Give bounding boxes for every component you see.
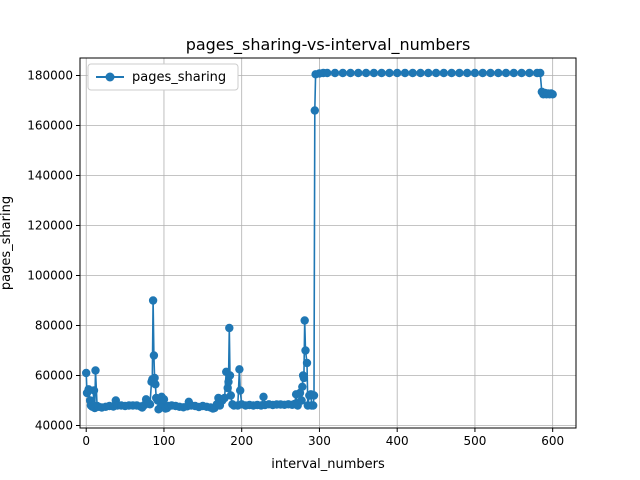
x-tick-label: 500 xyxy=(463,434,486,448)
data-point-pages-sharing xyxy=(377,68,386,78)
data-point-pages-sharing xyxy=(330,68,340,78)
x-tick-label: 300 xyxy=(308,434,331,448)
x-axis: 0 100 200 300 400 500 600 xyxy=(82,428,564,448)
y-tick-label: 100000 xyxy=(27,269,73,283)
data-point-pages-sharing xyxy=(148,296,158,305)
data-point-pages-sharing xyxy=(548,90,557,99)
data-point-pages-sharing xyxy=(300,316,309,325)
y-tick-label: 160000 xyxy=(27,119,73,133)
legend-label: pages_sharing xyxy=(132,70,226,85)
y-axis: 40000 60000 80000 100000 120000 140000 160000 1… xyxy=(27,69,80,433)
data-point-pages-sharing xyxy=(298,382,307,391)
data-point-pages-sharing xyxy=(478,68,487,78)
data-point-pages-sharing xyxy=(536,68,545,78)
data-point-pages-sharing xyxy=(235,365,244,374)
data-point-pages-sharing xyxy=(89,386,99,395)
data-point-pages-sharing xyxy=(226,391,235,400)
data-point-pages-sharing xyxy=(225,323,234,333)
data-point-pages-sharing xyxy=(393,68,402,78)
y-axis-label: pages_sharing xyxy=(0,196,14,290)
x-axis-label: interval_numbers xyxy=(271,457,385,472)
data-point-pages-sharing xyxy=(517,68,526,78)
data-point-pages-sharing xyxy=(361,68,371,78)
data-point-pages-sharing xyxy=(145,400,155,409)
chart-title: pages_sharing-vs-interval_numbers xyxy=(186,35,471,55)
series-layer xyxy=(82,68,557,414)
data-point-pages-sharing xyxy=(385,68,394,78)
data-point-pages-sharing xyxy=(525,68,534,78)
data-point-pages-sharing xyxy=(302,358,312,368)
data-point-pages-sharing xyxy=(501,68,511,78)
x-tick-label: 100 xyxy=(153,434,176,448)
data-point-pages-sharing xyxy=(151,380,160,389)
y-tick-label: 40000 xyxy=(35,419,73,433)
y-tick-label: 120000 xyxy=(27,219,73,233)
data-point-pages-sharing xyxy=(225,371,235,380)
data-point-pages-sharing xyxy=(150,373,159,383)
data-point-pages-sharing xyxy=(309,391,319,400)
legend: pages_sharing xyxy=(87,63,239,91)
data-point-pages-sharing xyxy=(309,401,318,410)
data-point-pages-sharing xyxy=(455,68,464,78)
y-tick-label: 60000 xyxy=(35,369,73,383)
data-point-pages-sharing xyxy=(346,68,355,78)
data-point-pages-sharing xyxy=(400,68,410,78)
data-point-pages-sharing xyxy=(494,68,503,78)
data-point-pages-sharing xyxy=(509,68,518,78)
data-point-pages-sharing xyxy=(470,68,480,78)
data-point-pages-sharing xyxy=(463,68,472,78)
y-tick-label: 80000 xyxy=(35,319,73,333)
data-point-pages-sharing xyxy=(431,68,441,78)
data-point-pages-sharing xyxy=(297,396,306,405)
plot-area-frame xyxy=(79,57,577,429)
x-tick-label: 400 xyxy=(386,434,409,448)
x-tick-label: 600 xyxy=(541,434,564,448)
data-point-pages-sharing xyxy=(310,106,319,115)
y-tick-label: 180000 xyxy=(27,69,73,83)
data-point-pages-sharing xyxy=(159,395,169,404)
data-point-pages-sharing xyxy=(408,68,417,78)
data-point-pages-sharing xyxy=(236,386,245,395)
data-point-pages-sharing xyxy=(299,373,309,383)
x-tick-label: 200 xyxy=(230,434,253,448)
y-tick-label: 140000 xyxy=(27,169,73,183)
data-point-pages-sharing xyxy=(224,377,233,386)
legend-marker-swatch xyxy=(105,72,115,82)
x-tick-label: 0 xyxy=(82,434,90,448)
legend-box xyxy=(87,63,239,91)
data-point-pages-sharing xyxy=(354,68,363,78)
data-point-pages-sharing xyxy=(323,68,332,78)
data-point-pages-sharing xyxy=(149,351,159,360)
data-point-pages-sharing xyxy=(338,68,347,78)
data-point-pages-sharing xyxy=(223,383,232,393)
data-point-pages-sharing xyxy=(416,68,425,78)
data-point-pages-sharing xyxy=(82,368,91,378)
data-point-pages-sharing xyxy=(447,68,456,78)
data-point-pages-sharing xyxy=(424,68,433,78)
data-point-pages-sharing xyxy=(91,366,100,375)
data-point-pages-sharing xyxy=(369,68,379,78)
data-point-pages-sharing xyxy=(259,392,268,401)
data-point-pages-sharing xyxy=(486,68,495,78)
data-point-pages-sharing xyxy=(439,68,448,78)
data-point-pages-sharing xyxy=(301,346,310,355)
